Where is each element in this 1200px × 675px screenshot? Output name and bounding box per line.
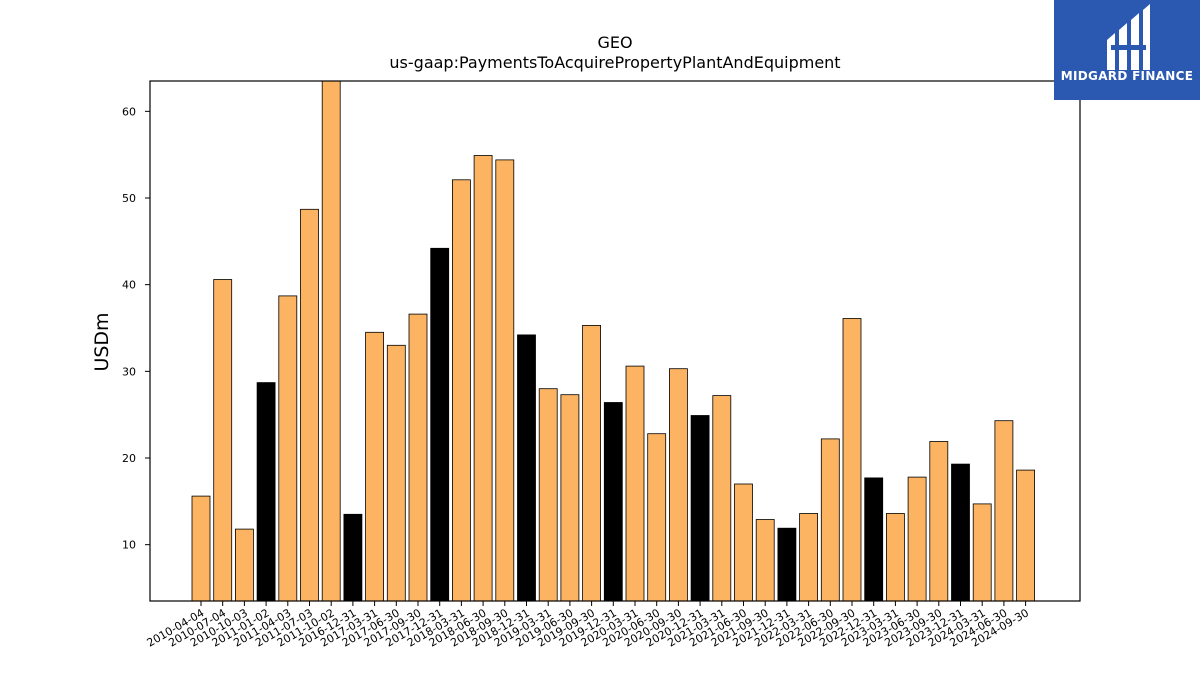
y-tick-label: 20 <box>122 452 136 465</box>
bar-2022-03-31 <box>799 513 818 602</box>
bar-2011-01-02 <box>256 382 276 602</box>
y-axis-ticks: 10 20 30 40 50 60 <box>122 105 150 552</box>
bar-2024-06-30 <box>994 420 1014 602</box>
bar-2017-03-31 <box>365 331 385 602</box>
bar-2021-12-31 <box>777 527 797 602</box>
bar-2018-03-31 <box>451 179 471 602</box>
bar-2023-03-31 <box>886 513 905 602</box>
bar-2022-12-31 <box>864 477 884 602</box>
bar-2019-12-31 <box>603 402 623 602</box>
bar-2022-09-30 <box>842 318 862 602</box>
bar-2021-09-30 <box>755 519 775 602</box>
bar-2023-06-30 <box>907 476 927 602</box>
brand-name: MIDGARD FINANCE <box>1061 69 1193 83</box>
chart-title: GEO <box>597 33 632 52</box>
bar-2011-04-03 <box>278 295 298 602</box>
bar-2011-07-03 <box>300 208 319 602</box>
bar-2019-06-30 <box>560 394 580 602</box>
y-tick-label: 40 <box>122 279 136 292</box>
y-tick-label: 50 <box>122 192 136 205</box>
bar-2024-03-31 <box>972 503 992 602</box>
bar-2018-06-30 <box>473 155 493 602</box>
bar-2017-09-30 <box>408 313 428 602</box>
bar-2010-07-04 <box>213 279 233 602</box>
y-tick-label: 30 <box>122 365 136 378</box>
bar-2021-03-31 <box>712 395 732 602</box>
brand-logo: MIDGARD FINANCE <box>1054 0 1200 100</box>
bar-2019-03-31 <box>538 388 558 602</box>
brand-mark-icon <box>1107 4 1150 70</box>
bar-2022-06-30 <box>820 438 840 602</box>
chart-subtitle: us-gaap:PaymentsToAcquirePropertyPlantAn… <box>389 53 840 72</box>
bar-2020-09-30 <box>669 368 688 602</box>
bar-2021-06-30 <box>734 483 753 602</box>
bar-2010-04-04 <box>191 495 211 602</box>
bar-2018-09-30 <box>495 159 515 602</box>
x-axis-ticks: 2010-04-042010-07-042010-10-032011-01-02… <box>145 601 1031 650</box>
bar-2020-06-30 <box>647 433 667 602</box>
bar-2020-03-31 <box>625 365 645 602</box>
y-tick-label: 10 <box>122 539 136 552</box>
bar-2024-09-30 <box>1016 469 1035 602</box>
y-tick-label: 60 <box>122 105 136 118</box>
bar-2018-12-31 <box>517 334 536 602</box>
bar-2017-12-31 <box>430 247 450 602</box>
bar-2020-12-31 <box>690 415 710 602</box>
bar-2017-06-30 <box>386 344 406 602</box>
bar-2011-10-02 <box>321 80 341 602</box>
bar-2016-12-31 <box>343 513 363 602</box>
y-axis-label: USDm <box>91 312 113 371</box>
bar-2023-12-31 <box>951 463 970 602</box>
bars <box>191 80 1035 602</box>
plot-frame <box>149 80 1081 602</box>
bar-2010-10-03 <box>234 528 254 602</box>
bar-2019-09-30 <box>582 324 601 602</box>
bar-2023-09-30 <box>929 441 949 602</box>
